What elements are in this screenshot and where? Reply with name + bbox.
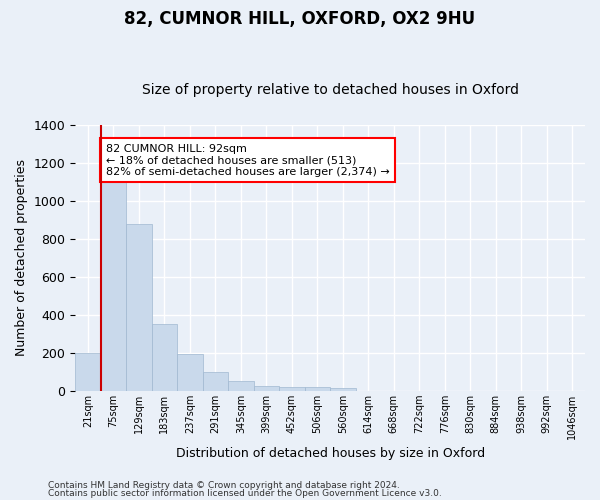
Y-axis label: Number of detached properties: Number of detached properties xyxy=(15,159,28,356)
Bar xyxy=(228,381,254,390)
Text: Contains HM Land Registry data © Crown copyright and database right 2024.: Contains HM Land Registry data © Crown c… xyxy=(48,480,400,490)
Title: Size of property relative to detached houses in Oxford: Size of property relative to detached ho… xyxy=(142,83,518,97)
Bar xyxy=(101,178,126,390)
Text: Contains public sector information licensed under the Open Government Licence v3: Contains public sector information licen… xyxy=(48,489,442,498)
Bar xyxy=(330,388,356,390)
Bar xyxy=(305,387,330,390)
Bar xyxy=(75,353,101,391)
Bar xyxy=(279,387,305,390)
Bar xyxy=(126,224,152,390)
Bar xyxy=(203,372,228,390)
X-axis label: Distribution of detached houses by size in Oxford: Distribution of detached houses by size … xyxy=(176,447,485,460)
Bar xyxy=(152,324,177,390)
Text: 82 CUMNOR HILL: 92sqm
← 18% of detached houses are smaller (513)
82% of semi-det: 82 CUMNOR HILL: 92sqm ← 18% of detached … xyxy=(106,144,389,177)
Bar xyxy=(177,354,203,391)
Bar xyxy=(254,386,279,390)
Text: 82, CUMNOR HILL, OXFORD, OX2 9HU: 82, CUMNOR HILL, OXFORD, OX2 9HU xyxy=(124,10,476,28)
